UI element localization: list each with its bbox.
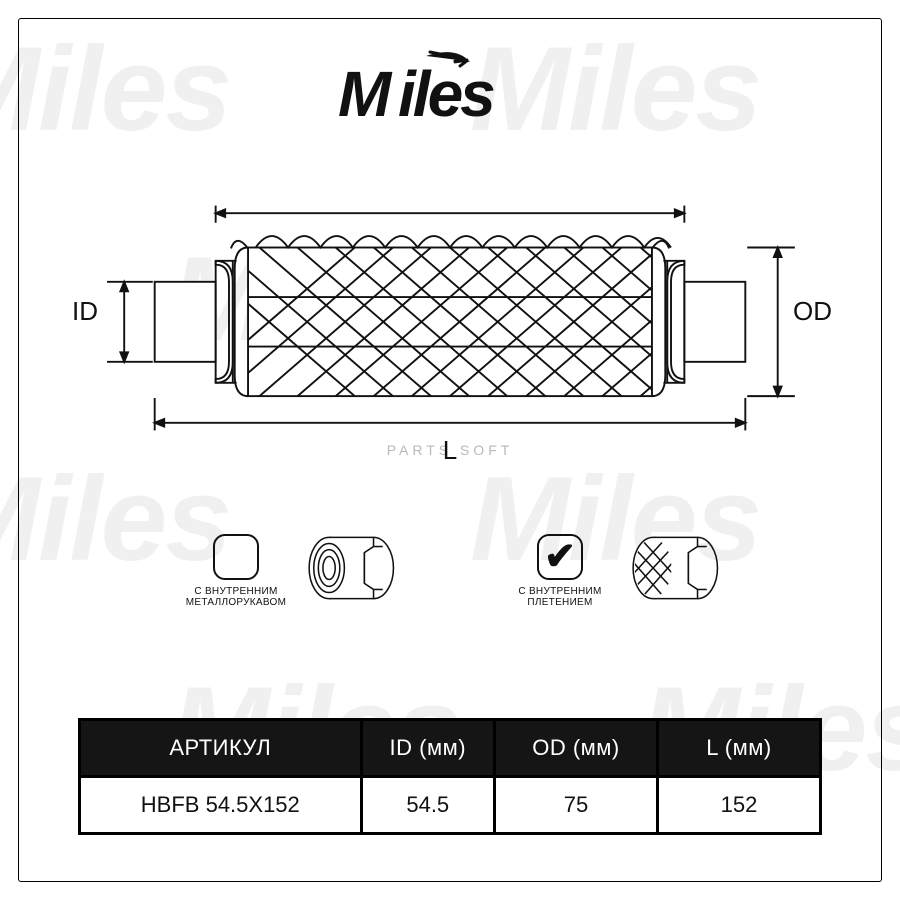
- cell-sku: HBFB 54.5X152: [80, 777, 362, 834]
- content-area: M iles: [18, 18, 882, 882]
- col-id: ID (мм): [361, 720, 494, 777]
- dim-label-od: OD: [793, 296, 832, 327]
- svg-text:M: M: [338, 58, 393, 130]
- cylinder-rings-icon: [303, 528, 395, 608]
- cell-od: 75: [494, 777, 657, 834]
- dim-label-id: ID: [72, 296, 98, 327]
- brand-logo: M iles: [330, 50, 570, 130]
- dim-label-l: L: [443, 435, 457, 466]
- flexpipe-diagram-svg: [88, 188, 812, 448]
- col-sku: АРТИКУЛ: [80, 720, 362, 777]
- table-header-row: АРТИКУЛ ID (мм) OD (мм) L (мм): [80, 720, 821, 777]
- checkbox-inner-braid[interactable]: ✔: [537, 534, 583, 580]
- cell-id: 54.5: [361, 777, 494, 834]
- spec-table: АРТИКУЛ ID (мм) OD (мм) L (мм) HBFB 54.5…: [78, 718, 822, 835]
- spec-table-wrap: АРТИКУЛ ID (мм) OD (мм) L (мм) HBFB 54.5…: [78, 718, 822, 835]
- option-inner-braid: ✔ С ВНУТРЕННИМ ПЛЕТЕНИЕМ: [505, 528, 719, 608]
- option-caption: С ВНУТРЕННИМ ПЛЕТЕНИЕМ: [505, 586, 615, 608]
- options-row: С ВНУТРЕННИМ МЕТАЛЛОРУКАВОМ: [18, 528, 882, 608]
- checkbox-inner-hose[interactable]: [213, 534, 259, 580]
- option-caption: С ВНУТРЕННИМ МЕТАЛЛОРУКАВОМ: [181, 586, 291, 608]
- cell-l: 152: [657, 777, 820, 834]
- cylinder-braid-icon: [627, 528, 719, 608]
- col-od: OD (мм): [494, 720, 657, 777]
- technical-drawing: ID OD L: [88, 188, 812, 448]
- col-l: L (мм): [657, 720, 820, 777]
- table-row: HBFB 54.5X152 54.5 75 152: [80, 777, 821, 834]
- brand-logo-svg: M iles: [330, 50, 570, 130]
- option-inner-hose: С ВНУТРЕННИМ МЕТАЛЛОРУКАВОМ: [181, 528, 395, 608]
- svg-text:iles: iles: [398, 58, 494, 130]
- check-icon: ✔: [544, 538, 576, 576]
